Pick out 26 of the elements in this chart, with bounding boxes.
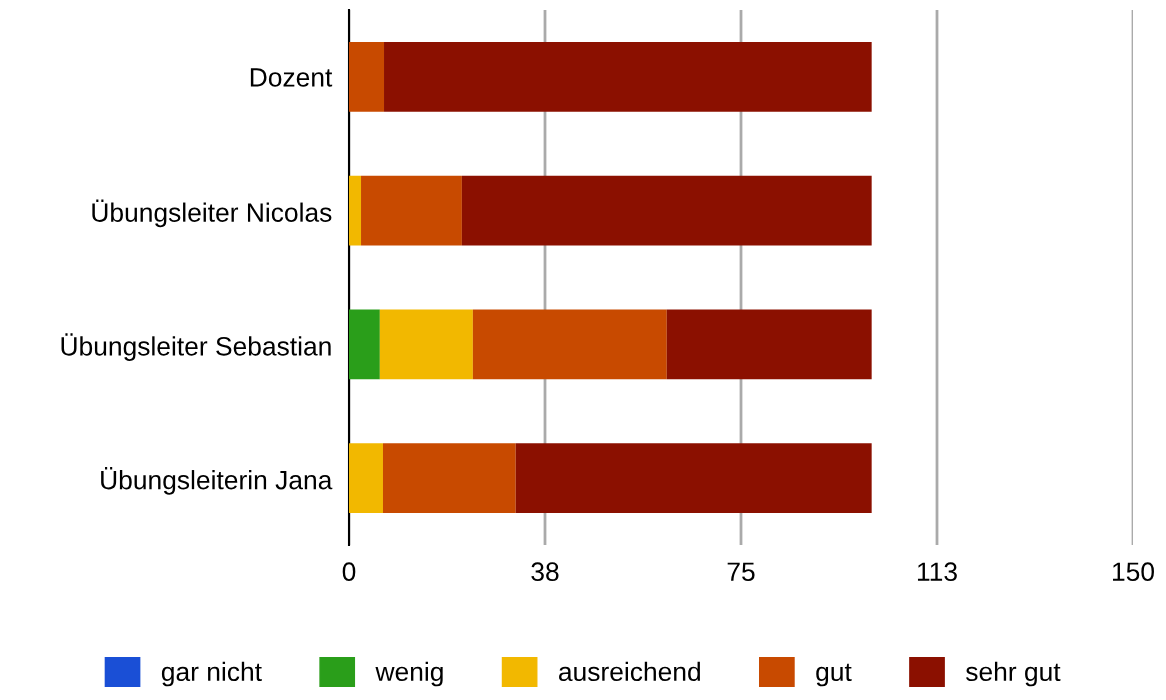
legend-label: ausreichend (559, 661, 700, 682)
legend-label: gut (816, 663, 852, 687)
bar (361, 175, 462, 246)
y-tick-label: Übungsleiter Nicolas (92, 199, 332, 228)
bar (379, 309, 473, 380)
bar (515, 443, 872, 513)
x-tick-label: 0 (342, 562, 356, 582)
bar (349, 175, 362, 246)
bar (382, 443, 516, 513)
legend-label: gar nicht (161, 661, 262, 687)
x-tick-label: 75 (727, 562, 755, 582)
y-tick-label: Übungsleiterin Jana (101, 467, 333, 495)
y-tick-label: Dozent (250, 68, 333, 87)
y-tick-label: Übungsleiter Sebastian (61, 333, 331, 361)
bar (384, 42, 872, 112)
bar (349, 443, 383, 513)
bar (461, 175, 872, 246)
legend-label: sehr gut (966, 661, 1061, 687)
x-tick-label: 38 (531, 562, 559, 582)
legend-label: wenig (375, 661, 443, 687)
x-tick-label: 113 (917, 562, 957, 582)
bar (472, 309, 667, 380)
bar (349, 309, 380, 380)
x-tick-label: 150 (1113, 562, 1154, 582)
bar (349, 42, 385, 112)
bar (666, 309, 872, 380)
